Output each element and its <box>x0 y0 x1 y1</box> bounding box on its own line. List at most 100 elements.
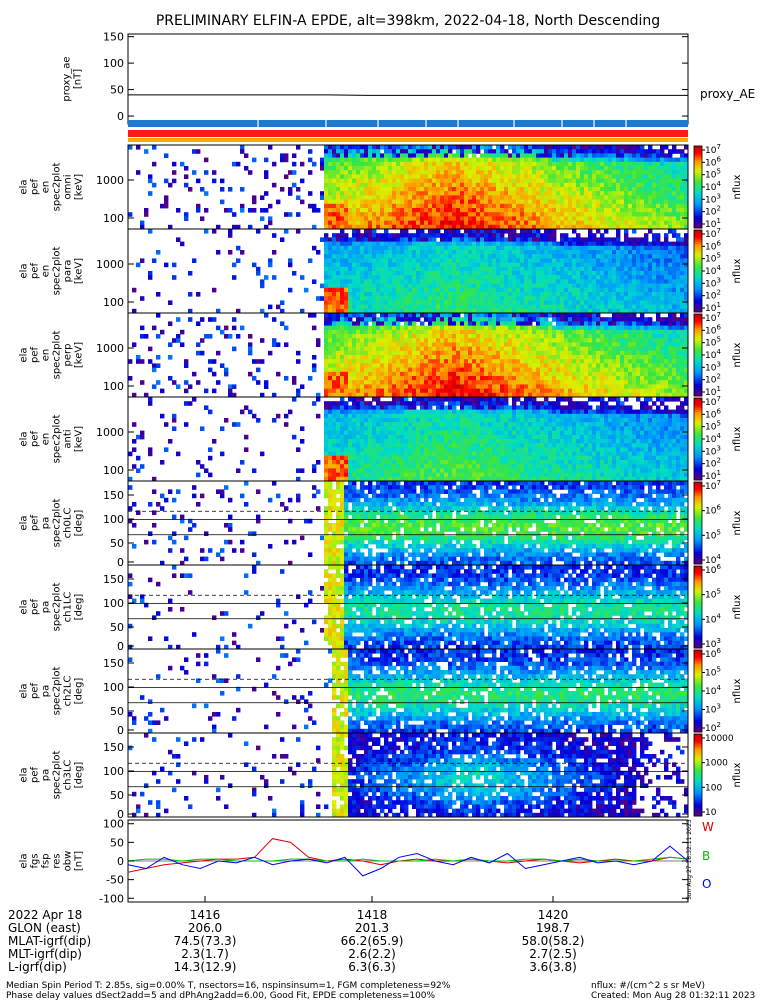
spectrogram-cell <box>504 203 509 209</box>
spectrogram-cell <box>524 308 529 314</box>
spectrogram-cell <box>488 266 493 272</box>
spectrogram-cell <box>596 195 601 200</box>
spectrogram-cell <box>400 355 405 360</box>
spectrogram-cell <box>684 208 689 213</box>
spectrogram-cell <box>468 229 473 234</box>
spectrogram-cell <box>260 279 265 284</box>
spectrogram-cell <box>368 275 373 280</box>
spectrogram-cell <box>228 334 233 339</box>
spectrogram-cell <box>448 271 453 276</box>
spectrogram-cell <box>452 203 457 209</box>
spectrogram-cell <box>504 187 509 192</box>
spectrogram-cell <box>368 271 373 276</box>
spectrogram-cell <box>452 237 457 242</box>
spectrogram-cell <box>380 233 385 238</box>
spectrogram-cell <box>388 313 393 318</box>
spectrogram-cell <box>584 212 589 217</box>
spectrogram-cell <box>680 203 685 209</box>
spectrogram-cell <box>472 178 477 184</box>
spectrogram-cell <box>448 170 453 175</box>
spectrogram-cell <box>416 350 421 356</box>
spectrogram-cell <box>364 212 369 217</box>
spectrogram-cell <box>576 300 581 305</box>
spectrogram-cell <box>432 170 437 175</box>
spectrogram-cell <box>664 266 669 272</box>
spectrogram-cell <box>460 380 465 385</box>
colorbar-cell <box>694 201 702 204</box>
spectrogram-cell <box>656 254 661 259</box>
spectrogram-cell <box>352 300 357 305</box>
spectrogram-cell <box>612 283 617 289</box>
spectrogram-cell <box>376 304 381 310</box>
spectrogram-cell <box>420 266 425 272</box>
spectrogram-cell <box>536 195 541 200</box>
spectrogram-cell <box>216 350 221 356</box>
spectrogram-cell <box>332 342 337 347</box>
spectrogram-cell <box>488 325 493 331</box>
spectrogram-cell <box>356 174 361 179</box>
spectrogram-cell <box>524 266 529 272</box>
spectrogram-cell <box>436 229 441 234</box>
spectrogram-cell <box>392 329 397 335</box>
spectrogram-cell <box>684 304 689 310</box>
spectrogram-cell <box>416 355 421 360</box>
spectrogram-cell <box>600 292 605 297</box>
spectrogram-cell <box>420 359 425 364</box>
spectrogram-cell <box>656 174 661 179</box>
spectrogram-cell <box>436 199 441 205</box>
spectrogram-cell <box>344 308 349 314</box>
spectrogram-cell <box>644 245 649 251</box>
spectrogram-cell <box>592 220 597 226</box>
spectrogram-cell <box>512 279 517 284</box>
spectrogram-cell <box>216 325 221 331</box>
spectrogram-cell <box>648 275 653 280</box>
spectrogram-cell <box>564 199 569 205</box>
spectrogram-cell <box>544 245 549 251</box>
spectrogram-cell <box>404 266 409 272</box>
spectrogram-cell <box>432 199 437 205</box>
spectrogram-cell <box>488 157 493 163</box>
colorbar-cell <box>694 277 702 280</box>
spectrogram-cell <box>536 241 541 247</box>
spectrogram-cell <box>420 250 425 255</box>
spectrogram-cell <box>468 250 473 255</box>
spectrogram-cell <box>504 266 509 272</box>
spectrogram-cell <box>380 224 385 230</box>
spectrogram-cell <box>364 380 369 385</box>
spectrogram-cell <box>388 338 393 343</box>
spectrogram-cell <box>576 279 581 284</box>
spectrogram-cell <box>408 149 413 154</box>
spectrogram-cell <box>452 241 457 247</box>
spectrogram-cell <box>344 355 349 360</box>
spectrogram-cell <box>388 376 393 381</box>
spectrogram-cell <box>496 266 501 272</box>
spectrogram-cell <box>668 292 673 297</box>
spectrogram-cell <box>472 250 477 255</box>
spectrogram-cell <box>296 388 301 394</box>
colorbar-cell <box>694 150 702 153</box>
spectrogram-cell <box>352 170 357 175</box>
spectrogram-cell <box>384 388 389 394</box>
spectrogram-cell <box>664 279 669 284</box>
spectrogram-cell <box>176 317 181 322</box>
spectrogram-cell <box>564 283 569 289</box>
spectrogram-cell <box>480 313 485 318</box>
spectrogram-cell <box>448 262 453 268</box>
spectrogram-cell <box>532 216 537 221</box>
spectrogram-cell <box>416 388 421 394</box>
spectrogram-cell <box>388 300 393 305</box>
spectrogram-cell <box>604 279 609 284</box>
spectrogram-cell <box>660 266 665 272</box>
spectrogram-cell <box>576 224 581 230</box>
proxy-ae-y-tick: 50 <box>110 84 124 97</box>
spectrogram-cell <box>412 178 417 184</box>
spectrogram-cell <box>472 342 477 347</box>
spectrogram-cell <box>348 191 353 196</box>
spectrogram-cell <box>328 191 333 196</box>
spectrogram-cell <box>588 300 593 305</box>
spectrogram-cell <box>388 388 393 394</box>
spectrogram-cell <box>220 363 225 368</box>
spectrogram-cell <box>152 182 157 188</box>
spectrogram-cell <box>420 380 425 385</box>
spectrogram-cell <box>572 300 577 305</box>
